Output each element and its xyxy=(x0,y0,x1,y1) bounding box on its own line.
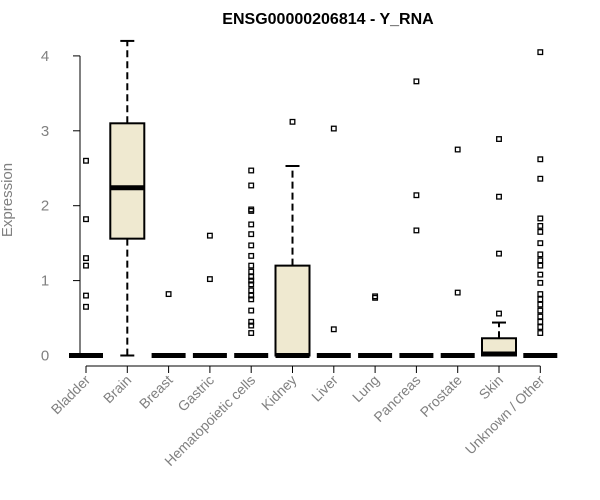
y-tick-label: 3 xyxy=(41,123,49,140)
outlier-point xyxy=(413,227,420,234)
outlier-point xyxy=(372,294,379,301)
outlier-point xyxy=(330,326,337,333)
outlier-point xyxy=(537,240,544,247)
outlier-point xyxy=(537,156,544,163)
x-tick-label: Skin xyxy=(476,372,507,403)
outlier-point xyxy=(248,252,255,259)
outlier-point xyxy=(330,125,337,132)
outlier-point xyxy=(83,157,89,164)
x-tick-label: Prostate xyxy=(417,372,465,420)
outlier-point xyxy=(537,228,544,235)
outlier-point xyxy=(537,279,544,286)
x-tick-label: Breast xyxy=(136,372,176,412)
outlier-point xyxy=(537,324,544,330)
y-axis-label: Expression xyxy=(0,163,16,237)
outlier-point xyxy=(206,232,213,239)
outlier-point xyxy=(248,273,255,280)
outlier-point xyxy=(83,292,89,299)
y-tick-label: 2 xyxy=(41,198,49,215)
outlier-point xyxy=(248,221,255,228)
outlier-point xyxy=(248,231,255,238)
outlier-point xyxy=(496,310,502,317)
outlier-point xyxy=(413,192,420,199)
outlier-point xyxy=(496,250,502,257)
outlier-point xyxy=(248,296,255,303)
outlier-point xyxy=(496,136,502,142)
box-kidney xyxy=(274,165,311,358)
outlier-point xyxy=(537,271,544,278)
outlier-point xyxy=(165,291,172,298)
outlier-point xyxy=(413,78,420,85)
outlier-point xyxy=(537,262,544,269)
outlier-point xyxy=(248,167,255,174)
box-body xyxy=(274,264,311,357)
outlier-point xyxy=(537,222,544,229)
x-tick-label: Brain xyxy=(100,372,134,406)
outlier-point xyxy=(248,262,255,269)
outlier-point xyxy=(496,193,502,200)
outlier-point xyxy=(83,262,89,269)
outlier-point xyxy=(454,289,461,296)
box-skin xyxy=(481,321,517,357)
box-series xyxy=(69,39,558,358)
outlier-series xyxy=(83,49,544,336)
x-tick-label: Lung xyxy=(349,372,382,405)
outlier-point xyxy=(537,296,544,303)
x-tick-label: Bladder xyxy=(48,372,94,418)
outlier-point xyxy=(83,255,89,262)
outlier-point xyxy=(454,146,461,153)
outlier-point xyxy=(537,318,544,325)
outlier-point xyxy=(206,276,213,283)
outlier-point xyxy=(248,330,255,336)
outlier-point xyxy=(537,175,544,182)
outlier-point xyxy=(537,251,544,258)
box-body xyxy=(109,122,146,240)
outlier-point xyxy=(372,293,379,300)
outlier-point xyxy=(537,49,544,56)
outlier-point xyxy=(248,318,255,325)
outlier-point xyxy=(248,322,255,329)
box-brain xyxy=(109,39,146,357)
x-tick-label: Kidney xyxy=(258,372,300,414)
outlier-point xyxy=(537,301,544,308)
outlier-point xyxy=(248,268,255,275)
outlier-point xyxy=(83,216,89,223)
outlier-point xyxy=(537,313,544,320)
y-tick-label: 0 xyxy=(41,348,49,365)
chart-title: ENSG00000206814 - Y_RNA xyxy=(222,11,434,28)
outlier-point xyxy=(248,287,255,294)
outlier-point xyxy=(537,330,544,336)
y-tick-label: 4 xyxy=(41,48,49,65)
outlier-point xyxy=(248,307,255,314)
outlier-point xyxy=(248,242,255,249)
outlier-point xyxy=(537,307,544,314)
outlier-point xyxy=(248,206,255,213)
x-tick-label: Liver xyxy=(308,372,341,405)
outlier-point xyxy=(248,292,255,299)
outlier-point xyxy=(83,303,89,310)
outlier-point xyxy=(289,118,296,125)
outlier-point xyxy=(248,207,255,214)
outlier-point xyxy=(248,281,255,288)
outlier-point xyxy=(537,257,544,264)
outlier-point xyxy=(537,215,544,222)
y-tick-label: 1 xyxy=(41,273,49,290)
outlier-point xyxy=(248,182,255,189)
outlier-point xyxy=(248,277,255,284)
outlier-point xyxy=(537,291,544,298)
